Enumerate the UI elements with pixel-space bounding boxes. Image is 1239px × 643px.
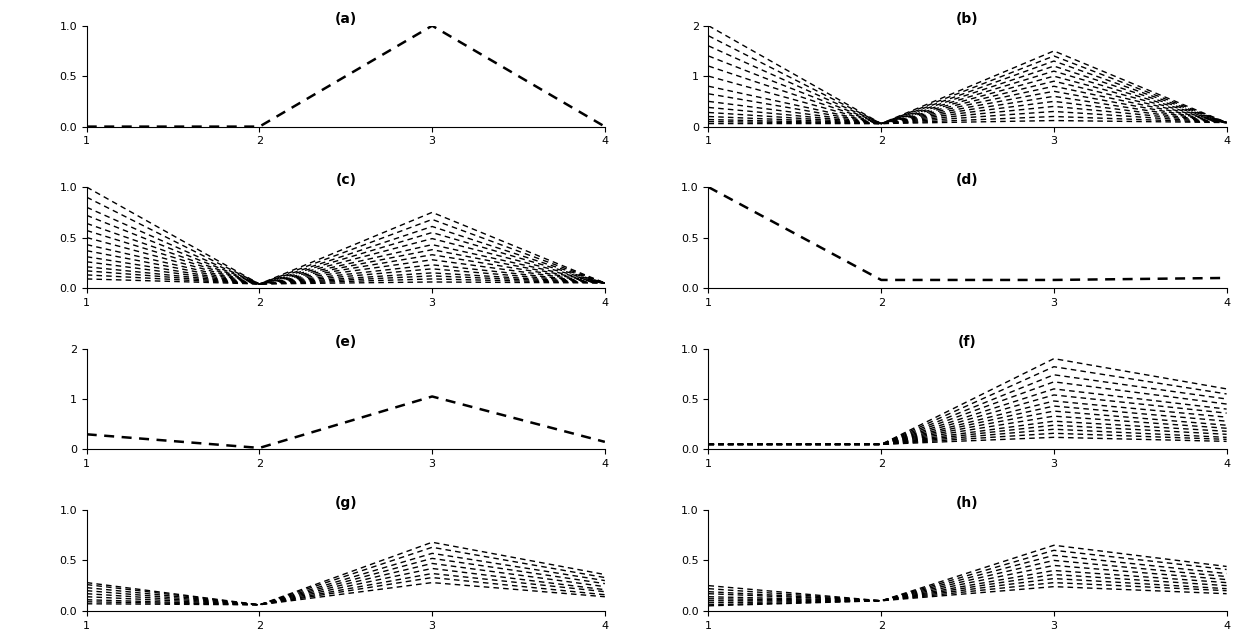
Title: (b): (b): [957, 12, 979, 26]
Title: (d): (d): [957, 173, 979, 187]
Title: (h): (h): [957, 496, 979, 510]
Title: (g): (g): [335, 496, 357, 510]
Title: (f): (f): [958, 334, 976, 349]
Title: (a): (a): [335, 12, 357, 26]
Title: (c): (c): [336, 173, 357, 187]
Title: (e): (e): [335, 334, 357, 349]
